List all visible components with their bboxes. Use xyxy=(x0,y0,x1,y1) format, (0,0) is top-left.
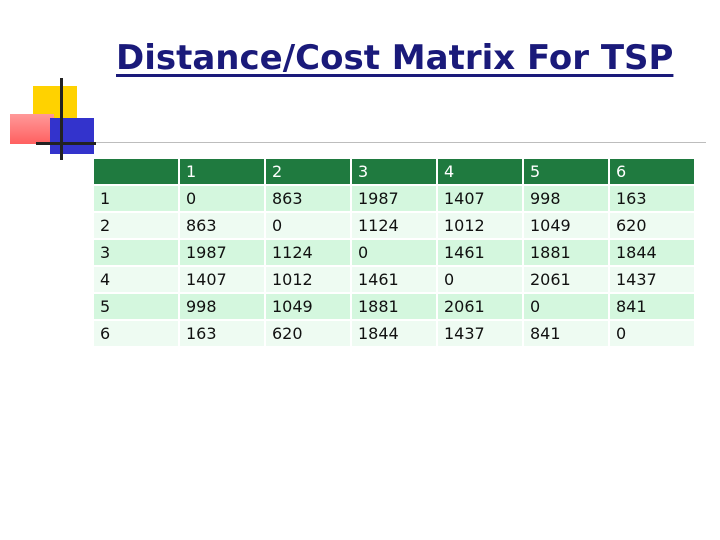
table-cell: 0 xyxy=(352,240,436,265)
table-cell: 998 xyxy=(524,186,608,211)
table-row: 6 163 620 1844 1437 841 0 xyxy=(94,321,694,346)
table-cell: 1987 xyxy=(180,240,264,265)
table-cell: 1012 xyxy=(438,213,522,238)
table-cell: 1437 xyxy=(438,321,522,346)
table-cell: 1987 xyxy=(352,186,436,211)
header-cell: 5 xyxy=(524,159,608,184)
row-label-cell: 5 xyxy=(94,294,178,319)
table-row: 4 1407 1012 1461 0 2061 1437 xyxy=(94,267,694,292)
table-cell: 1844 xyxy=(352,321,436,346)
header-cell: 1 xyxy=(180,159,264,184)
table-header-row: 1 2 3 4 5 6 xyxy=(94,159,694,184)
table-cell: 0 xyxy=(438,267,522,292)
table-row: 1 0 863 1987 1407 998 163 xyxy=(94,186,694,211)
decorative-vertical-line xyxy=(60,78,63,160)
row-label-cell: 3 xyxy=(94,240,178,265)
table-cell: 620 xyxy=(266,321,350,346)
table-cell: 841 xyxy=(524,321,608,346)
table-cell: 163 xyxy=(180,321,264,346)
table-cell: 1124 xyxy=(352,213,436,238)
table-cell: 1461 xyxy=(352,267,436,292)
decorative-red-square xyxy=(10,114,54,144)
table-cell: 0 xyxy=(180,186,264,211)
table-cell: 1881 xyxy=(524,240,608,265)
table-cell: 1124 xyxy=(266,240,350,265)
table-cell: 163 xyxy=(610,186,694,211)
table-cell: 1407 xyxy=(438,186,522,211)
table-cell: 1461 xyxy=(438,240,522,265)
distance-matrix-table: 1 2 3 4 5 6 1 0 863 1987 1407 998 163 2 … xyxy=(92,157,696,348)
row-label-cell: 2 xyxy=(94,213,178,238)
table-cell: 1049 xyxy=(524,213,608,238)
header-cell: 4 xyxy=(438,159,522,184)
table-cell: 1049 xyxy=(266,294,350,319)
table-cell: 0 xyxy=(524,294,608,319)
table-cell: 0 xyxy=(610,321,694,346)
header-cell xyxy=(94,159,178,184)
table-cell: 2061 xyxy=(438,294,522,319)
table-row: 5 998 1049 1881 2061 0 841 xyxy=(94,294,694,319)
table-cell: 863 xyxy=(266,186,350,211)
table-row: 3 1987 1124 0 1461 1881 1844 xyxy=(94,240,694,265)
table-cell: 1881 xyxy=(352,294,436,319)
table-cell: 0 xyxy=(266,213,350,238)
decorative-horizontal-line xyxy=(36,142,96,145)
slide-title: Distance/Cost Matrix For TSP xyxy=(116,38,674,78)
header-cell: 2 xyxy=(266,159,350,184)
table-cell: 1844 xyxy=(610,240,694,265)
table-row: 2 863 0 1124 1012 1049 620 xyxy=(94,213,694,238)
row-label-cell: 1 xyxy=(94,186,178,211)
table-cell: 1012 xyxy=(266,267,350,292)
row-label-cell: 4 xyxy=(94,267,178,292)
title-divider-line xyxy=(96,142,706,143)
row-label-cell: 6 xyxy=(94,321,178,346)
decorative-blue-square xyxy=(50,118,94,154)
table-cell: 2061 xyxy=(524,267,608,292)
header-cell: 6 xyxy=(610,159,694,184)
header-cell: 3 xyxy=(352,159,436,184)
table-cell: 841 xyxy=(610,294,694,319)
table-cell: 1407 xyxy=(180,267,264,292)
table-cell: 620 xyxy=(610,213,694,238)
table-cell: 1437 xyxy=(610,267,694,292)
table-cell: 863 xyxy=(180,213,264,238)
table-cell: 998 xyxy=(180,294,264,319)
